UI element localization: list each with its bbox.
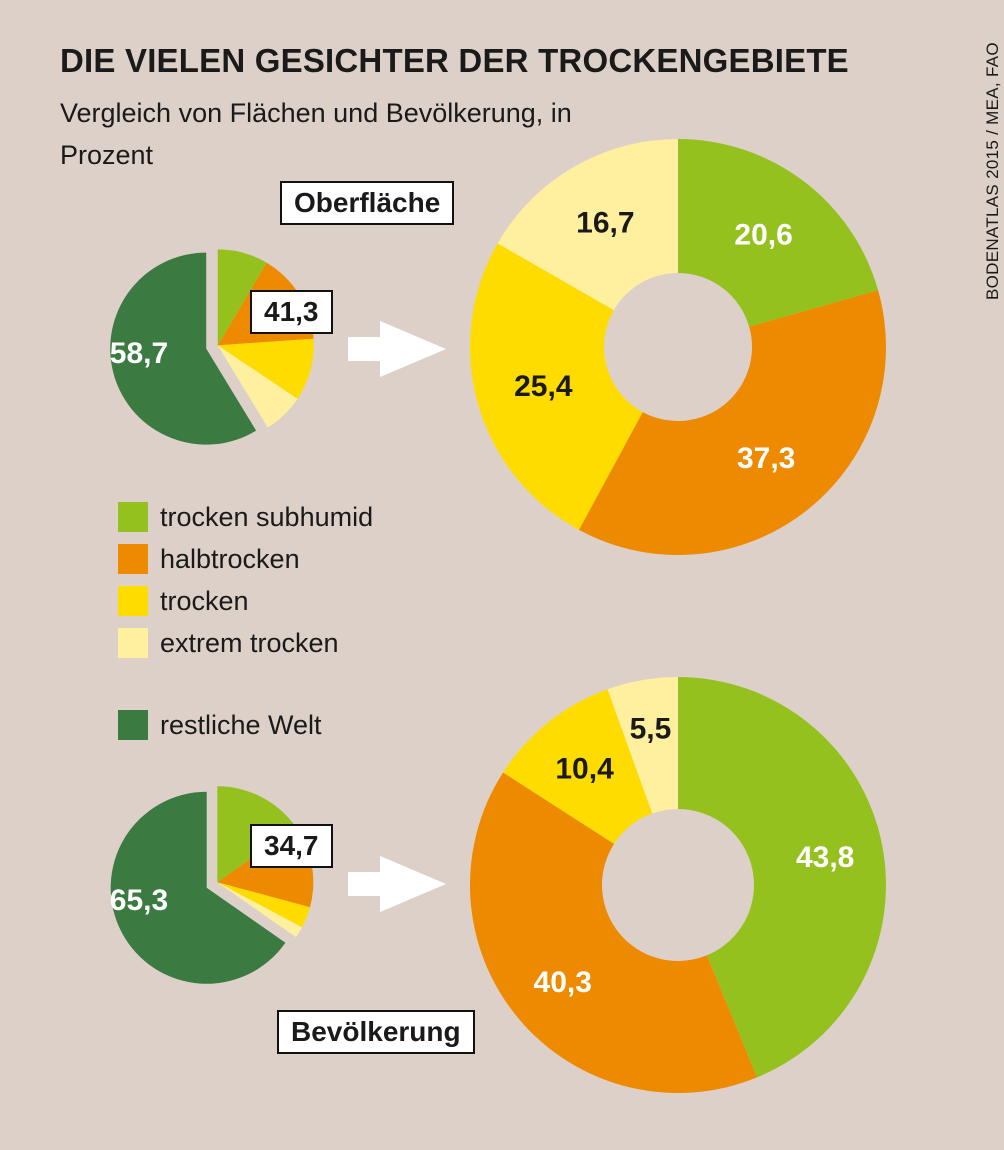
donut-value-label-trocken: 10,4 (555, 753, 614, 786)
legend-label: extrem trocken (160, 627, 339, 658)
surface-dry-total-label: 41,3 (250, 290, 333, 334)
legend-swatch (118, 710, 148, 740)
arrow-icon (348, 856, 446, 912)
legend-item-extrem-trocken: extrem trocken (118, 622, 373, 664)
donut-value-label-trocken: 25,4 (514, 370, 573, 403)
overview-slice-extrem-trocken (217, 882, 303, 938)
chart-subtitle: Vergleich von Flächen und Bevölkerung, i… (60, 98, 572, 170)
population-dry-total-label: 34,7 (250, 824, 333, 868)
legend-swatch (118, 628, 148, 658)
donut-value-label-halbtrocken: 37,3 (737, 442, 795, 475)
donut-value-label-trocken-subhumid: 43,8 (796, 841, 854, 874)
overview-slice-extrem-trocken (217, 345, 298, 428)
overview-slice-restliche-welt (110, 791, 286, 984)
legend-label: restliche Welt (160, 709, 322, 740)
donut-slice-extrem-trocken (497, 139, 678, 311)
legend-label: trocken (160, 585, 249, 616)
donut-slice-halbtrocken (469, 772, 757, 1093)
overview-rest-label: 65,3 (110, 884, 168, 917)
donut-value-label-halbtrocken: 40,3 (534, 966, 592, 999)
donut-slice-trocken (470, 243, 643, 530)
donut-value-label-extrem-trocken: 5,5 (630, 712, 672, 745)
overview-slice-trocken (217, 338, 314, 399)
overview-slice-trocken-subhumid (217, 249, 267, 346)
surface-section-label: Oberfläche (280, 181, 455, 225)
donut-slice-halbtrocken (578, 290, 886, 555)
legend-swatch (118, 544, 148, 574)
chart-block-0: 58,7 20,6 37,3 25,4 16,7 (110, 139, 886, 555)
donut-value-label-trocken-subhumid: 20,6 (734, 219, 792, 252)
legend-label: trocken subhumid (160, 501, 374, 532)
donut-slice-trocken (503, 689, 653, 844)
legend: trocken subhumid halbtrocken trocken ext… (118, 496, 373, 746)
overview-rest-label: 58,7 (110, 337, 168, 370)
legend-label: halbtrocken (160, 543, 300, 574)
legend-item-halbtrocken: halbtrocken (118, 538, 373, 580)
donut-slice-extrem-trocken (607, 677, 678, 814)
legend-item-restliche-welt: restliche Welt (118, 704, 373, 746)
legend-swatch (118, 502, 148, 532)
population-section-label: Bevölkerung (277, 1010, 475, 1054)
overview-slice-restliche-welt (110, 252, 257, 445)
donut-value-label-extrem-trocken: 16,7 (576, 207, 634, 240)
donut-slice-trocken-subhumid (678, 139, 879, 327)
chart-title: DIE VIELEN GESICHTER DER TROCKENGEBIETE (60, 42, 849, 79)
arrow-icon (348, 321, 446, 377)
legend-item-trocken-subhumid: trocken subhumid (118, 496, 373, 538)
legend-item-trocken: trocken (118, 580, 373, 622)
overview-slice-trocken (217, 882, 310, 928)
legend-swatch (118, 586, 148, 616)
donut-slice-trocken-subhumid (678, 677, 887, 1078)
